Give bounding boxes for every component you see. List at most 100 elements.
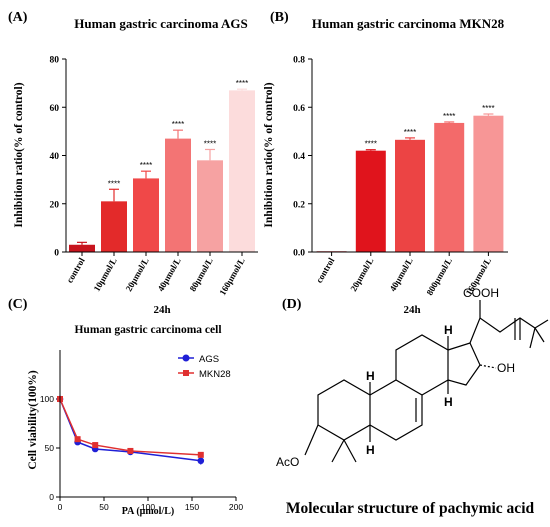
panel-b-bar — [395, 139, 425, 252]
panel-a-y-tick-label: 20 — [50, 200, 60, 210]
panel-a-title: Human gastric carcinoma AGS — [74, 16, 247, 31]
panel-a-y-tick-label: 40 — [50, 152, 60, 162]
panel-c-x-axis-label: PA (μmol/L) — [122, 506, 174, 517]
side-chain-bonds — [469, 317, 536, 344]
panel-a-bar — [69, 244, 95, 252]
panel-b-significance-label: **** — [365, 140, 377, 149]
panel-b-bar — [355, 150, 386, 252]
panel-b-y-tick-label: 0.2 — [293, 200, 305, 210]
isopropyl-bond-1 — [534, 319, 549, 329]
panel-a-x-tick-label: 160μmol/L — [217, 256, 246, 297]
panel-a-significance-label: **** — [172, 120, 184, 129]
panel-b-label: (B) — [270, 10, 289, 25]
legend-ags-label: AGS — [199, 354, 219, 365]
panel-a-significance-label: **** — [204, 139, 216, 148]
panel-c-x-tick-label: 50 — [99, 502, 109, 512]
panel-a-label: (A) — [8, 10, 28, 25]
gem-methyl-1 — [331, 439, 345, 463]
panel-a-bar — [229, 90, 255, 252]
ring-d-bonds — [447, 342, 481, 386]
panel-b-y-tick-label: 0.0 — [293, 249, 305, 259]
vinylidene-bond — [529, 327, 536, 349]
panel-c-point — [197, 451, 204, 458]
panel-c-title: Human gastric carcinoma cell — [74, 324, 221, 336]
panel-b-y-tick-label: 0.4 — [293, 152, 305, 162]
acetoxy-bond — [304, 424, 319, 456]
hydroxyl-bond — [479, 364, 497, 369]
legend-mkn28-marker — [183, 370, 189, 376]
panel-d-molecule: (D) — [276, 286, 549, 517]
oh-label: OH — [497, 361, 515, 375]
panel-b-x-axis-label: 24h — [403, 304, 420, 316]
panel-d-label: (D) — [282, 297, 302, 312]
panel-a-x-axis-label: 24h — [153, 304, 170, 316]
panel-c-y-tick-label: 100 — [40, 394, 54, 404]
pachymic-acid-structure — [304, 300, 549, 463]
stereo-h-label-4: H — [444, 395, 453, 409]
panel-a-significance-label: **** — [140, 161, 152, 170]
panel-b-x-tick-label: 800μmol/L — [424, 256, 453, 297]
panel-a-marks: 0 20 40 60 80 control **** 10μmol/L **** 20μmol/L… — [50, 56, 255, 297]
panel-a-bar — [197, 160, 223, 252]
panel-b-y-tick-label: 0.6 — [293, 104, 305, 114]
panel-a-bar-chart: (A) Human gastric carcinoma AGS Inhibiti… — [8, 10, 258, 316]
gem-methyl-2 — [343, 439, 357, 463]
panel-c-point — [127, 447, 134, 454]
panel-c-series-line — [59, 398, 201, 456]
ring-c-bonds — [395, 334, 449, 396]
panel-c-legend: AGS MKN28 — [178, 354, 231, 380]
isopropyl-bond-2 — [534, 327, 545, 343]
panel-c-y-tick-label: 50 — [45, 443, 55, 453]
panel-b-y-tick-label: 0.8 — [293, 56, 305, 66]
stereo-h-label-2: H — [366, 443, 375, 457]
panel-b-x-tick-label: 40μmol/L — [388, 256, 415, 293]
ring-b-bonds — [369, 379, 423, 441]
panel-a-significance-label: **** — [108, 179, 120, 188]
panel-c-point — [74, 436, 81, 443]
stereo-h-label-3: H — [444, 323, 453, 337]
panel-a-y-tick-label: 0 — [54, 249, 59, 259]
panel-c-y-axis-label: Cell viability(100%) — [27, 370, 39, 470]
panel-a-y-tick-label: 80 — [50, 56, 60, 66]
panel-b-significance-label: **** — [482, 104, 494, 113]
panel-a-bar — [165, 138, 191, 252]
panel-a-x-tick-label: control — [64, 256, 87, 285]
panel-b-significance-label: **** — [404, 128, 416, 137]
panel-a-significance-label: **** — [236, 79, 248, 88]
panel-c-line-chart: (C) Human gastric carcinoma cell Cell vi… — [8, 297, 243, 517]
cooh-label: COOH — [463, 286, 499, 300]
panel-b-bar — [434, 122, 465, 253]
panel-b-y-axis-label: Inhibition ratio(% of control) — [263, 82, 275, 227]
ring-a-bonds — [317, 379, 371, 441]
panel-b-marks: 0.0 0.2 0.4 0.6 0.8 control **** 20μmol/L **** 40… — [293, 56, 504, 297]
molecule-caption: Molecular structure of pachymic acid — [286, 500, 535, 517]
panel-c-label: (C) — [8, 297, 28, 312]
panel-b-x-tick-label: 20μmol/L — [348, 256, 375, 293]
stereo-h-label-1: H — [366, 369, 375, 383]
panel-c-x-tick-label: 150 — [185, 502, 199, 512]
panel-c-x-tick-label: 100 — [141, 502, 155, 512]
panel-b-x-tick-label: control — [314, 256, 337, 285]
panel-c-point — [92, 442, 99, 449]
panel-a-x-tick-label: 80μmol/L — [188, 256, 215, 293]
panel-c-y-tick-label: 0 — [49, 492, 54, 502]
panel-b-title: Human gastric carcinoma MKN28 — [312, 16, 505, 31]
panel-b-bar-chart: (B) Human gastric carcinoma MKN28 Inhibi… — [263, 10, 508, 316]
panel-c-x-tick-label: 0 — [58, 502, 63, 512]
panel-a-y-axis-label: Inhibition ratio(% of control) — [13, 82, 25, 227]
panel-c-marks: 0 50 100 150 200 0 50 100 — [40, 394, 244, 512]
panel-a-bar — [101, 201, 127, 252]
panel-a-bar — [133, 178, 159, 252]
panel-b-significance-label: **** — [443, 112, 455, 121]
panel-c-x-tick-label: 200 — [229, 502, 243, 512]
panel-b-bar — [473, 115, 504, 252]
panel-a-x-tick-label: 20μmol/L — [124, 256, 151, 293]
panel-a-y-tick-label: 60 — [50, 104, 60, 114]
legend-ags-marker — [182, 354, 190, 362]
legend-mkn28-label: MKN28 — [199, 369, 231, 380]
aco-label: AcO — [276, 455, 299, 469]
panel-c-point — [197, 457, 205, 465]
panel-a-x-tick-label: 40μmol/L — [156, 256, 183, 293]
panel-a-x-tick-label: 10μmol/L — [92, 256, 119, 293]
